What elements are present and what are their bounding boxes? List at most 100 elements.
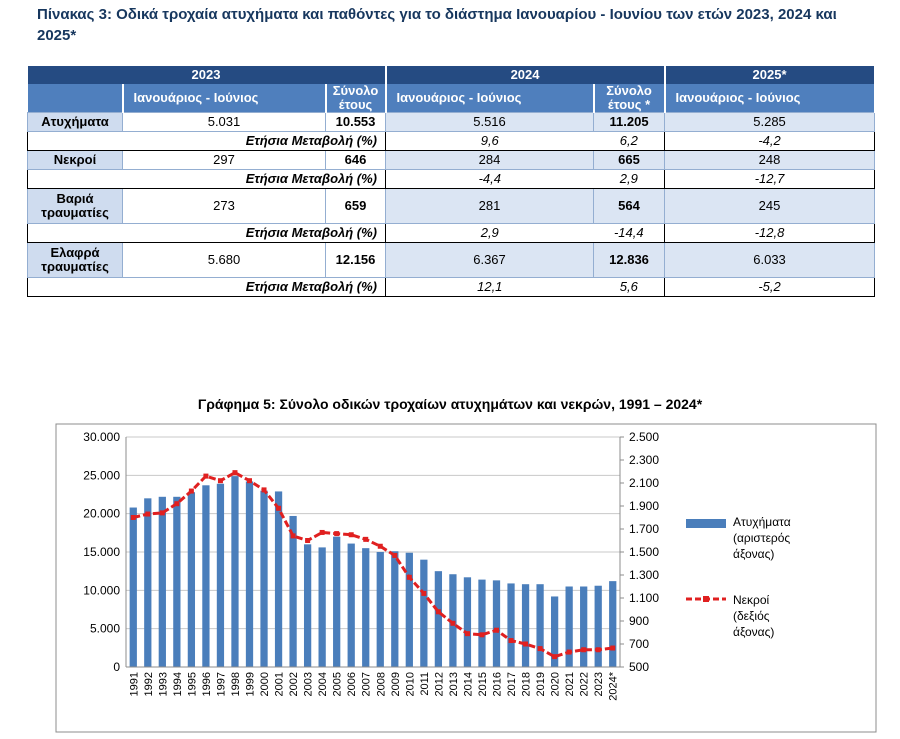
table-row: Ελαφρά τραυματίες 5.680 12.156 6.367 12.… — [27, 242, 876, 278]
point-deaths — [261, 487, 267, 493]
point-deaths — [610, 645, 616, 651]
left-tick-label: 20.000 — [83, 507, 120, 521]
point-deaths — [232, 470, 238, 476]
x-tick-label: 2019 — [535, 672, 547, 696]
x-tick-label: 2018 — [521, 672, 533, 696]
left-tick-label: 10.000 — [83, 583, 120, 597]
point-deaths — [217, 478, 223, 484]
cell-h2024: 6.367 — [385, 242, 595, 278]
point-deaths — [188, 488, 194, 494]
cell-t2024: 11.205 — [593, 112, 666, 132]
point-deaths — [523, 641, 529, 647]
change-h2025: -4,2 — [664, 131, 876, 151]
x-tick-label: 2011 — [419, 672, 431, 696]
point-deaths — [406, 574, 412, 580]
point-deaths — [159, 510, 165, 516]
point-deaths — [247, 478, 252, 484]
right-tick-label: 500 — [629, 660, 649, 674]
x-tick-label: 2016 — [492, 672, 504, 696]
bar-accidents — [521, 584, 530, 667]
bar-accidents — [187, 492, 196, 667]
right-tick-label: 1.700 — [629, 522, 659, 536]
right-tick-label: 2.100 — [629, 476, 659, 490]
cell-h2024: 5.516 — [385, 112, 595, 132]
bar-accidents — [231, 476, 239, 667]
point-deaths — [305, 538, 311, 543]
line-deaths — [132, 470, 613, 659]
year-header-row: 2023 2024 2025* — [27, 66, 876, 84]
change-label: Ετήσια Μεταβολή (%) — [122, 131, 386, 151]
right-tick-label: 1.300 — [629, 568, 659, 582]
cell-h2023: 5.680 — [122, 242, 326, 278]
cell-t2023: 659 — [324, 188, 387, 224]
row-label: Βαριά τραυματίες — [27, 188, 123, 224]
change-label: Ετήσια Μεταβολή (%) — [122, 277, 386, 297]
bar-accidents — [536, 584, 544, 667]
change-h2024: -4,4 — [385, 169, 594, 189]
legend-text-line: (αριστερός — [733, 531, 790, 545]
bar-accidents — [405, 552, 413, 667]
x-tick-label: 2021 — [564, 672, 576, 696]
right-tick-label: 700 — [629, 637, 649, 651]
x-tick-label: 2000 — [259, 672, 271, 696]
change-h2025: -12,7 — [664, 169, 876, 189]
period-header-2023: Ιανουάριος - Ιούνιος — [122, 84, 327, 113]
row-label: Ατυχήματα — [27, 112, 123, 132]
bar-accidents — [289, 515, 297, 667]
change-row: Ετήσια Μεταβολή (%) 9,6 6,2 -4,2 — [27, 131, 876, 151]
x-tick-label: 2013 — [448, 672, 460, 696]
point-deaths — [435, 609, 441, 615]
x-tick-label: 1992 — [143, 672, 155, 696]
x-tick-label: 2004 — [317, 672, 329, 696]
x-tick-label: 2014 — [462, 672, 474, 696]
x-tick-label: 2022 — [579, 672, 591, 696]
point-deaths — [494, 627, 499, 633]
bar-accidents — [420, 559, 428, 667]
cell-t2023: 646 — [324, 150, 387, 170]
legend-label-accidents: Ατυχήματα (αριστερός άξονας) — [733, 515, 791, 561]
x-tick-label: 2024* — [608, 671, 620, 700]
point-deaths — [363, 536, 369, 542]
bar-accidents — [274, 491, 283, 667]
x-tick-label: 1993 — [157, 672, 169, 696]
point-deaths — [421, 590, 427, 596]
year-2025-header: 2025* — [664, 66, 876, 84]
empty-header-cell — [27, 84, 124, 113]
bar-accidents — [216, 483, 225, 667]
bar-accidents — [347, 543, 355, 667]
right-tick-label: 900 — [629, 614, 649, 628]
x-tick-label: 2001 — [274, 672, 286, 696]
bar-accidents — [260, 490, 268, 667]
bar-accidents — [449, 574, 457, 667]
cell-h2025: 248 — [664, 150, 876, 170]
table-caption: Πίνακας 3: Οδικά τροχαία ατυχήματα και π… — [37, 6, 837, 44]
table-row: Βαριά τραυματίες 273 659 281 564 245 — [27, 188, 876, 224]
cell-h2025: 6.033 — [664, 242, 876, 278]
bar-accidents — [550, 596, 559, 667]
x-tick-label: 1995 — [186, 672, 198, 696]
cell-t2024: 564 — [593, 188, 666, 224]
bar-accidents — [129, 507, 137, 667]
point-deaths — [290, 533, 296, 539]
x-tick-label: 1999 — [245, 672, 257, 696]
cell-t2024: 12.836 — [593, 242, 666, 278]
point-deaths — [552, 654, 558, 660]
change-row: Ετήσια Μεταβολή (%) 2,9 -14,4 -12,8 — [27, 223, 876, 243]
cell-t2024: 665 — [593, 150, 666, 170]
legend-text-line: Νεκροί — [733, 593, 770, 607]
x-tick-label: 2003 — [303, 672, 315, 696]
cell-t2023: 10.553 — [324, 112, 387, 132]
table-row: Ατυχήματα 5.031 10.553 5.516 11.205 5.28… — [27, 112, 876, 132]
right-tick-label: 1.500 — [629, 545, 659, 559]
cell-h2023: 273 — [122, 188, 326, 224]
change-h2025: -5,2 — [664, 277, 876, 297]
point-deaths — [464, 631, 470, 637]
bar-accidents — [609, 581, 617, 667]
x-tick-label: 2023 — [593, 672, 605, 696]
bar-accidents — [245, 481, 254, 667]
change-h2024: 9,6 — [385, 131, 594, 151]
x-tick-label: 1991 — [128, 672, 140, 696]
bar-accidents — [580, 586, 588, 667]
change-row: Ετήσια Μεταβολή (%) 12,1 5,6 -5,2 — [27, 277, 876, 297]
